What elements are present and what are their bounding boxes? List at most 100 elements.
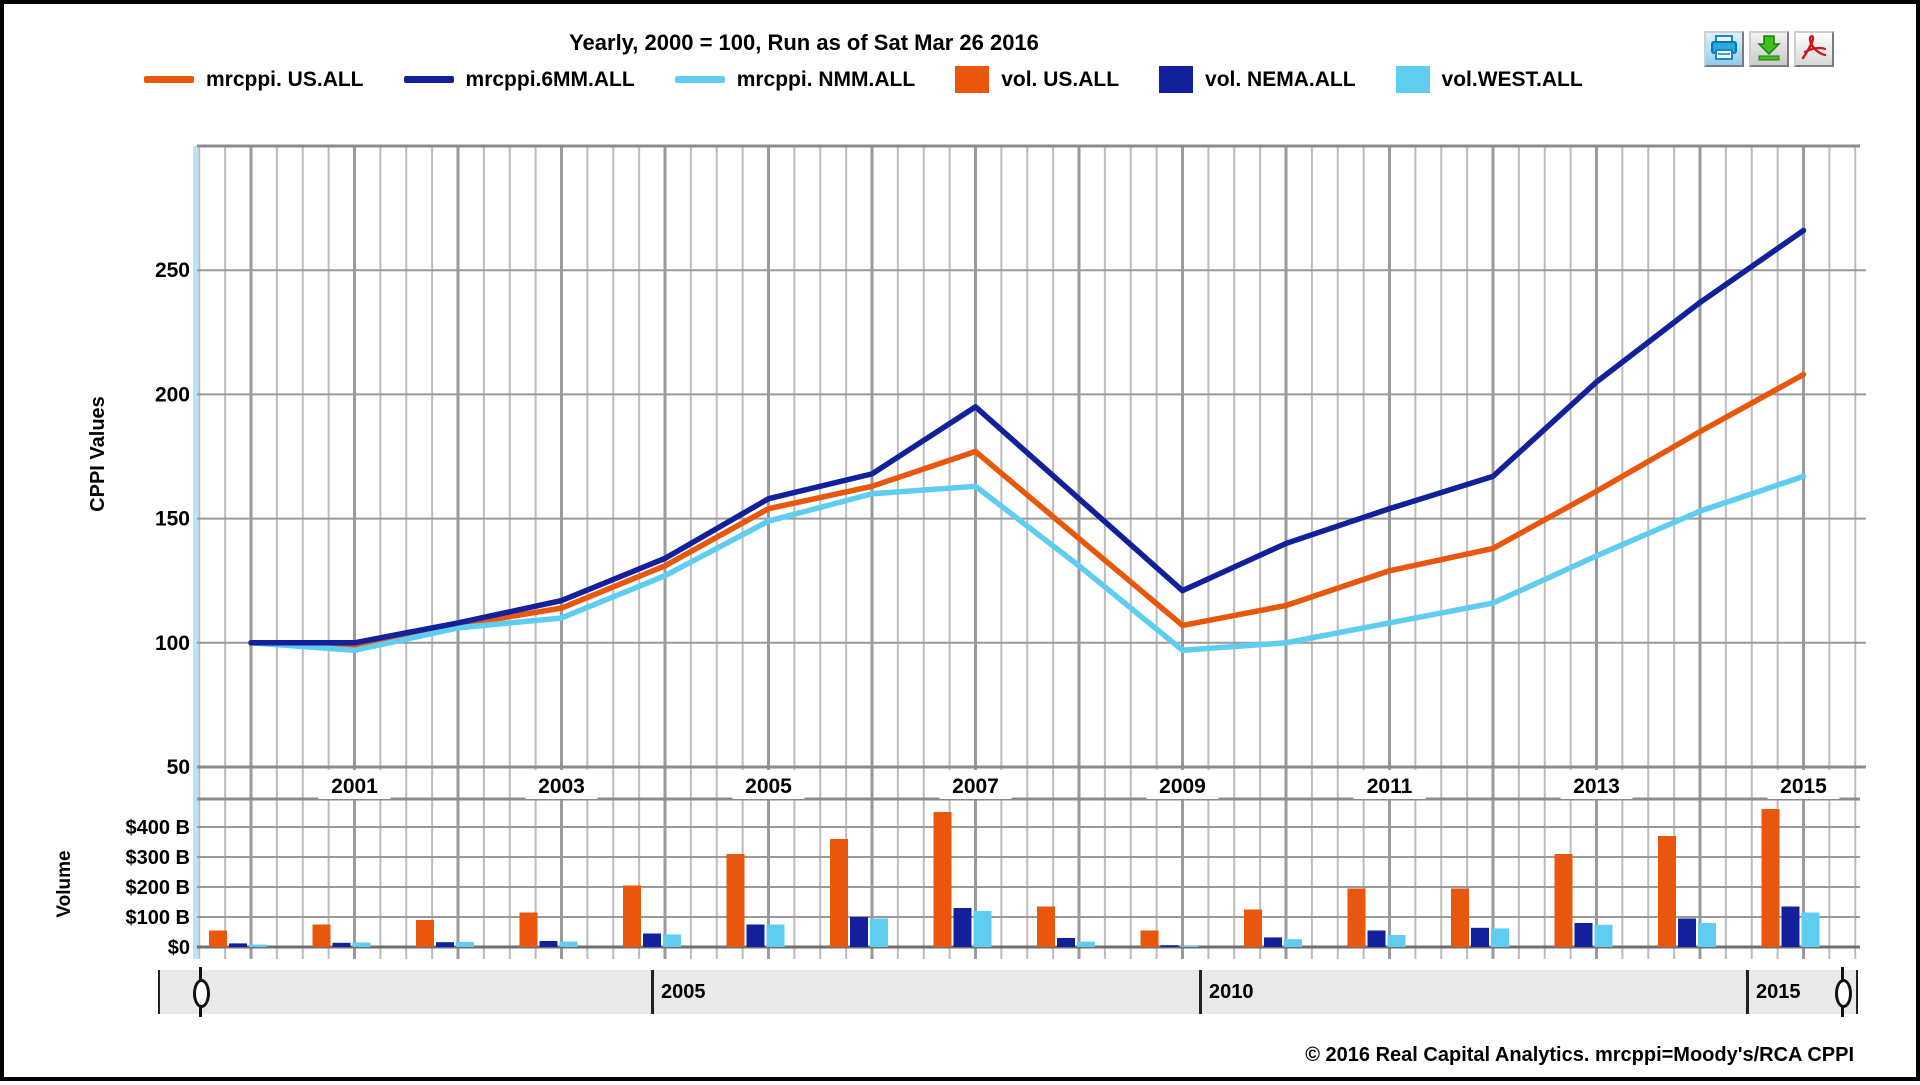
volume-bar-west	[1801, 912, 1820, 947]
x-label-backing	[318, 770, 391, 799]
volume-bar-west	[249, 944, 267, 947]
volume-tick-label: $300 B	[126, 847, 191, 869]
cppi-tick-label: 250	[155, 259, 190, 282]
volume-bar-us	[1554, 854, 1573, 947]
x-label-backing	[525, 770, 598, 799]
adobe-pdf-icon	[1800, 34, 1828, 64]
cppi-line-us	[248, 371, 1807, 649]
volume-bar-nema	[1057, 938, 1075, 947]
legend-label: vol.WEST.ALL	[1441, 67, 1583, 91]
x-label-backing	[1767, 770, 1840, 799]
volume-bar-west	[1284, 939, 1302, 947]
volume-bar-west	[456, 941, 474, 947]
cppi-line-nmm	[248, 473, 1807, 654]
volume-bar-nema	[1367, 930, 1386, 947]
slider-tick	[651, 970, 654, 1014]
volume-bar-nema	[643, 933, 661, 947]
cppi-tick-label: 200	[155, 383, 190, 406]
legend-bar-swatch	[1159, 66, 1194, 93]
volume-bar-us	[623, 885, 641, 947]
volume-tick-label: $100 B	[126, 907, 191, 929]
legend-line-swatch	[144, 76, 194, 83]
legend-label: mrcppi. US.ALL	[206, 67, 364, 91]
printer-icon	[1710, 34, 1738, 64]
print-button[interactable]	[1704, 31, 1744, 67]
x-label-backing	[1353, 770, 1426, 799]
legend-label: vol. US.ALL	[1001, 67, 1120, 91]
volume-bar-us	[312, 924, 331, 947]
volume-bar-west	[870, 918, 888, 947]
slider-handle-right[interactable]	[1834, 967, 1852, 1017]
volume-bar-west	[1180, 945, 1199, 947]
range-slider-track[interactable]: 2005 2010 2015	[158, 967, 1858, 1017]
slider-tick	[1199, 970, 1202, 1014]
legend-item: vol. NEMA.ALL	[1159, 66, 1356, 93]
volume-bar-west	[1698, 923, 1716, 947]
volume-bar-nema	[1264, 937, 1282, 947]
legend-item: mrcppi.6MM.ALL	[403, 67, 635, 92]
chart-title: Yearly, 2000 = 100, Run as of Sat Mar 26…	[569, 30, 1039, 55]
x-year-label: 2009	[1159, 775, 1206, 798]
x-year-label: 2003	[538, 775, 585, 798]
volume-bar-nema	[332, 942, 351, 947]
volume-bar-us	[1244, 909, 1262, 947]
x-year-label: 2005	[745, 775, 792, 798]
x-year-label: 2015	[1780, 775, 1827, 798]
x-year-label: 2001	[331, 775, 378, 798]
volume-bar-us	[933, 812, 952, 947]
volume-tick-label: $400 B	[126, 817, 191, 839]
download-button[interactable]	[1749, 31, 1789, 67]
legend-item: vol. US.ALL	[955, 66, 1119, 93]
volume-bar-nema	[1160, 945, 1179, 947]
volume-bar-us	[209, 930, 227, 947]
legend-label: vol. NEMA.ALL	[1205, 67, 1356, 91]
cppi-tick-label: 100	[155, 632, 190, 655]
volume-bar-us	[830, 839, 848, 947]
copyright: © 2016 Real Capital Analytics. mrcppi=Mo…	[1305, 1044, 1854, 1066]
download-icon	[1755, 34, 1783, 64]
volume-bar-us	[1451, 888, 1469, 947]
pdf-button[interactable]	[1794, 31, 1834, 67]
legend-item: mrcppi. US.ALL	[144, 68, 364, 92]
volume-axis-label: Volume	[54, 850, 75, 917]
x-label-backing	[939, 770, 1012, 799]
volume-bar-us	[1140, 930, 1159, 947]
legend-label: mrcppi.6MM.ALL	[465, 67, 635, 91]
slider-tick-label: 2010	[1209, 981, 1254, 1003]
volume-bar-west	[1387, 935, 1406, 947]
legend-line-swatch	[403, 76, 454, 83]
slider-handle-left[interactable]	[192, 967, 210, 1017]
cppi-tick-label: 50	[167, 756, 190, 779]
volume-bar-nema	[436, 942, 454, 947]
legend: mrcppi. US.ALL mrcppi.6MM.ALL mrcppi. NMM.…	[144, 66, 1605, 93]
legend-bar-swatch	[955, 66, 990, 93]
volume-bar-west	[1594, 924, 1613, 947]
volume-bar-us	[519, 912, 538, 947]
x-year-label: 2013	[1573, 775, 1620, 798]
volume-bar-us	[1761, 809, 1780, 947]
legend-item: mrcppi. NMM.ALL	[674, 67, 916, 92]
volume-bar-west	[663, 934, 681, 947]
cppi-tick-label: 150	[155, 508, 190, 531]
legend-line-swatch	[674, 76, 725, 83]
volume-bar-west	[973, 911, 992, 947]
cppi-axis-label: CPPI Values	[87, 396, 109, 512]
volume-bar-us	[416, 920, 434, 947]
volume-bar-us	[1347, 888, 1366, 947]
x-label-backing	[732, 770, 805, 799]
volume-tick-label: $200 B	[126, 877, 191, 899]
volume-bar-nema	[229, 943, 247, 947]
volume-bar-nema	[1781, 906, 1800, 947]
volume-bar-nema	[953, 908, 972, 947]
legend-label: mrcppi. NMM.ALL	[736, 67, 916, 91]
x-year-label: 2007	[952, 775, 999, 798]
legend-item: vol.WEST.ALL	[1395, 66, 1583, 93]
cppi-line-6mm	[248, 227, 1807, 646]
volume-bar-us	[1658, 836, 1676, 947]
volume-tick-label: $0	[168, 937, 190, 959]
volume-bar-nema	[1574, 923, 1593, 947]
x-label-backing	[1560, 770, 1633, 799]
volume-bar-us	[726, 854, 745, 947]
slider-tick-label: 2005	[661, 981, 706, 1003]
